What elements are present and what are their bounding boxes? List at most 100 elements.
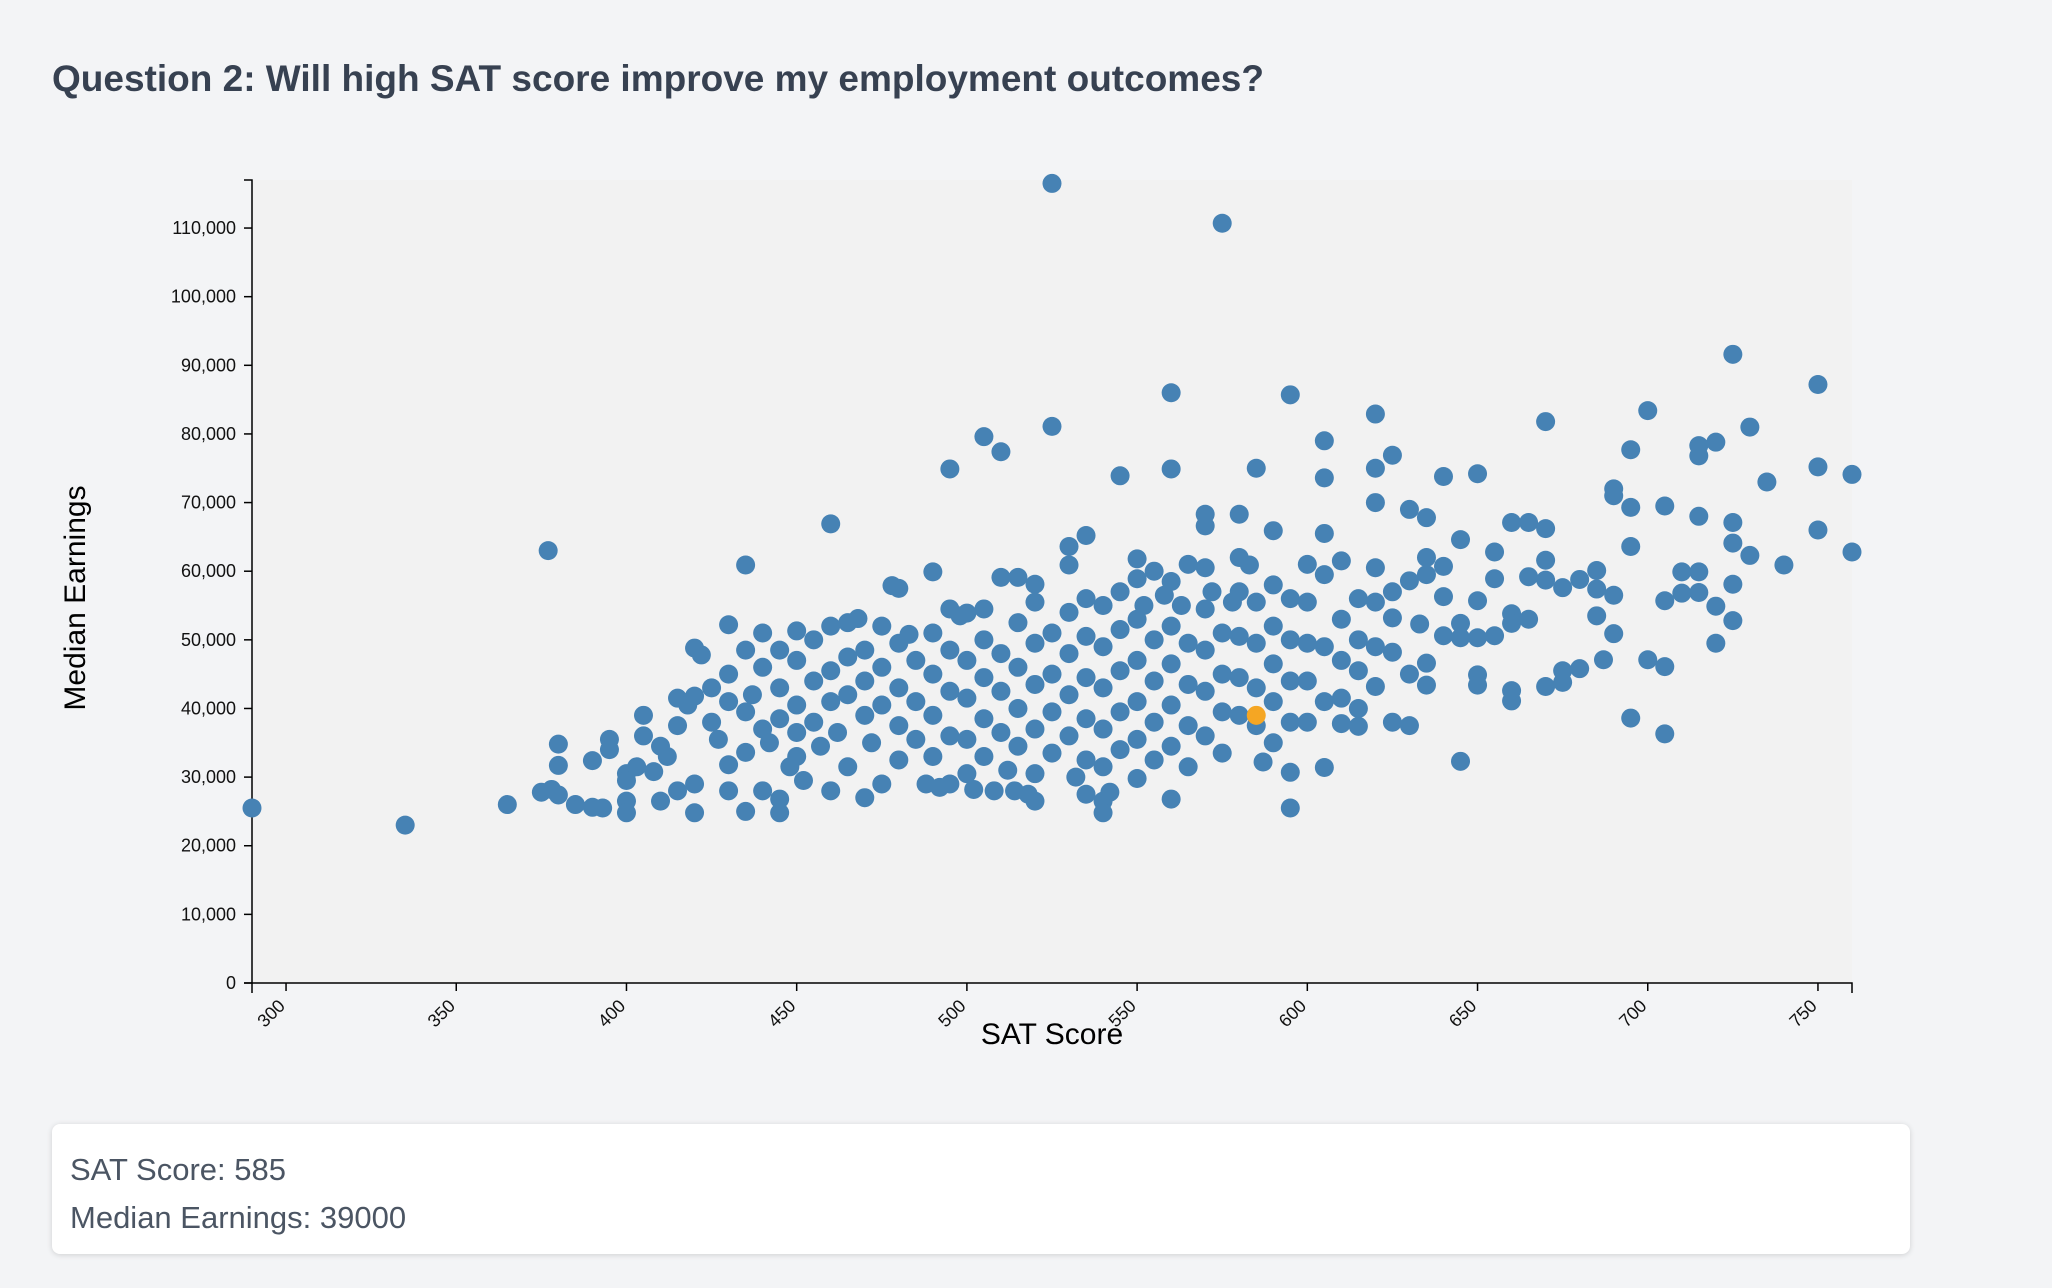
page-title: Question 2: Will high SAT score improve … xyxy=(52,58,1264,99)
data-point xyxy=(1253,752,1273,772)
data-point xyxy=(1093,596,1113,616)
data-point xyxy=(1382,582,1402,602)
data-point xyxy=(1314,431,1334,451)
data-point xyxy=(1314,692,1334,712)
data-point xyxy=(1587,579,1607,599)
data-point xyxy=(1502,691,1522,711)
data-point xyxy=(593,798,613,818)
x-axis-line xyxy=(251,982,1853,993)
data-point xyxy=(651,791,671,811)
data-point xyxy=(1195,599,1215,619)
data-point xyxy=(1331,650,1351,670)
data-point xyxy=(1740,417,1760,437)
y-axis-line xyxy=(244,179,253,984)
data-point xyxy=(1042,416,1062,436)
data-point xyxy=(1212,664,1232,684)
data-point xyxy=(872,616,892,636)
data-point xyxy=(787,722,807,742)
data-point xyxy=(1655,724,1675,744)
data-point xyxy=(1808,457,1828,477)
data-point xyxy=(1059,536,1079,556)
data-point xyxy=(1348,630,1368,650)
data-point xyxy=(1066,767,1086,787)
data-point xyxy=(957,688,977,708)
data-point xyxy=(1008,698,1028,718)
data-point xyxy=(1689,446,1709,466)
data-point xyxy=(855,640,875,660)
data-point xyxy=(1519,567,1539,587)
data-point xyxy=(1348,716,1368,736)
data-point xyxy=(1570,569,1590,589)
data-point xyxy=(753,623,773,643)
data-point xyxy=(599,740,619,760)
data-point xyxy=(1161,383,1181,403)
data-point xyxy=(668,781,688,801)
data-point xyxy=(838,685,858,705)
data-point xyxy=(1263,616,1283,636)
data-point xyxy=(862,733,882,753)
data-point xyxy=(1621,497,1641,517)
data-point xyxy=(1076,784,1096,804)
data-point xyxy=(1195,640,1215,660)
data-point xyxy=(1451,530,1471,550)
data-point xyxy=(770,678,790,698)
data-point xyxy=(991,644,1011,664)
data-point xyxy=(1144,750,1164,770)
data-point xyxy=(1638,650,1658,670)
data-point xyxy=(1723,512,1743,532)
data-point xyxy=(1059,602,1079,622)
data-point xyxy=(548,755,568,775)
data-point xyxy=(1171,596,1191,616)
data-point xyxy=(1076,668,1096,688)
data-point xyxy=(1365,404,1385,424)
data-point xyxy=(1365,677,1385,697)
data-point xyxy=(1842,542,1862,562)
data-point xyxy=(855,788,875,808)
data-point xyxy=(1178,554,1198,574)
data-point xyxy=(1246,633,1266,653)
data-point xyxy=(1689,582,1709,602)
data-point xyxy=(736,555,756,575)
data-point xyxy=(906,692,926,712)
data-point xyxy=(1723,344,1743,364)
data-point xyxy=(793,771,813,791)
data-point xyxy=(1025,574,1045,594)
data-point xyxy=(1621,536,1641,556)
data-point xyxy=(1468,628,1488,648)
data-point xyxy=(1042,623,1062,643)
data-point xyxy=(923,664,943,684)
data-point xyxy=(1144,712,1164,732)
data-point xyxy=(1451,628,1471,648)
data-point xyxy=(685,774,705,794)
data-point xyxy=(974,630,994,650)
data-point xyxy=(1593,650,1613,670)
data-point xyxy=(1025,719,1045,739)
data-point xyxy=(633,705,653,725)
data-point xyxy=(691,645,711,665)
data-point xyxy=(719,692,739,712)
data-point xyxy=(1672,583,1692,603)
data-point xyxy=(770,640,790,660)
data-point xyxy=(1399,499,1419,519)
data-point xyxy=(1416,675,1436,695)
data-point xyxy=(957,650,977,670)
data-point xyxy=(1161,616,1181,636)
data-point xyxy=(719,615,739,635)
data-point xyxy=(1093,637,1113,657)
data-point xyxy=(1127,729,1147,749)
data-point xyxy=(1025,633,1045,653)
data-point xyxy=(1110,661,1130,681)
data-point xyxy=(565,795,585,815)
data-point xyxy=(1263,692,1283,712)
data-point xyxy=(1638,401,1658,421)
data-point xyxy=(719,755,739,775)
data-point xyxy=(538,541,558,561)
data-point xyxy=(940,726,960,746)
data-point xyxy=(872,657,892,677)
data-point xyxy=(889,678,909,698)
data-point xyxy=(1127,569,1147,589)
data-point xyxy=(1144,630,1164,650)
data-point xyxy=(872,695,892,715)
data-point xyxy=(497,795,517,815)
data-point xyxy=(821,616,841,636)
